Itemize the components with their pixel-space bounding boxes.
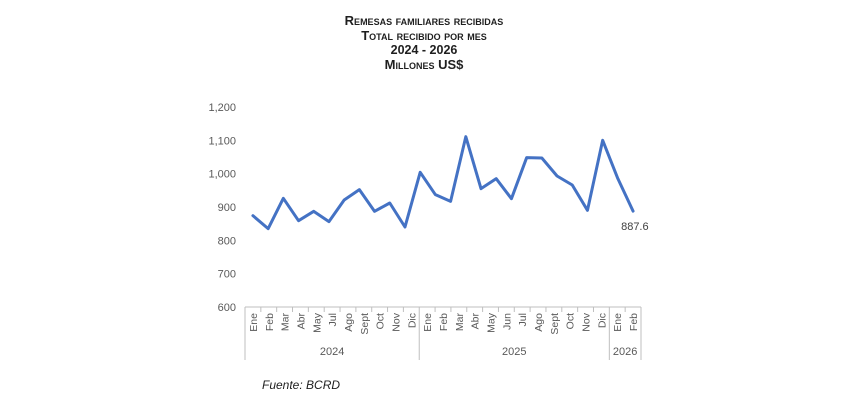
series-line: [251, 135, 635, 231]
x-tick-label: Jul: [517, 313, 529, 326]
chart-subtitle: Total recibido por mes: [361, 27, 487, 43]
x-tick-label: Dic: [406, 313, 418, 328]
x-tick-label: Feb: [264, 313, 276, 331]
x-tick-label: Mar: [454, 313, 466, 332]
x-tick-label: Feb: [438, 313, 450, 331]
source-note: Fuente: BCRD: [262, 378, 341, 392]
x-tick-label: Nov: [581, 312, 593, 331]
chart-units: Millones US$: [384, 56, 464, 72]
y-tick-label: 1,200: [208, 102, 236, 114]
x-tick-label: Feb: [628, 313, 640, 331]
last-value-label: 887.6: [621, 221, 649, 233]
group-label: 2024: [320, 346, 344, 358]
x-tick-label: Sept: [359, 313, 371, 335]
x-tick-label: Dic: [596, 313, 608, 328]
y-tick-label: 800: [218, 235, 236, 247]
y-tick-label: 1,000: [208, 169, 236, 181]
y-tick-label: 600: [218, 302, 236, 314]
x-tick-label: Jun: [501, 313, 513, 330]
y-tick-label: 1,100: [208, 135, 236, 147]
chart-period: 2024 - 2026: [390, 43, 458, 57]
group-label: 2026: [613, 346, 637, 358]
chart-title: Remesas familiares recibidas: [344, 13, 504, 28]
x-tick-label: Sept: [549, 313, 561, 335]
x-tick-label: Abr: [295, 313, 307, 330]
x-tick-label: Ene: [612, 313, 624, 332]
x-tick-label: May: [486, 312, 498, 333]
x-tick-label: Mar: [280, 313, 292, 332]
y-tick-label: 700: [218, 269, 236, 281]
x-tick-label: Oct: [565, 313, 577, 329]
chart-title-block: Remesas familiares recibidas Total recib…: [0, 13, 848, 72]
group-label: 2025: [502, 346, 526, 358]
x-tick-label: Ene: [422, 313, 434, 332]
x-tick-label: Nov: [390, 312, 402, 331]
x-tick-label: Jul: [327, 313, 339, 326]
x-tick-label: Abr: [470, 313, 482, 330]
y-tick-label: 900: [218, 202, 236, 214]
x-tick-label: Ago: [343, 313, 355, 332]
x-tick-label: Oct: [375, 313, 387, 329]
x-tick-label: May: [311, 312, 323, 333]
x-tick-label: Ago: [533, 313, 545, 332]
x-tick-label: Ene: [248, 313, 260, 332]
